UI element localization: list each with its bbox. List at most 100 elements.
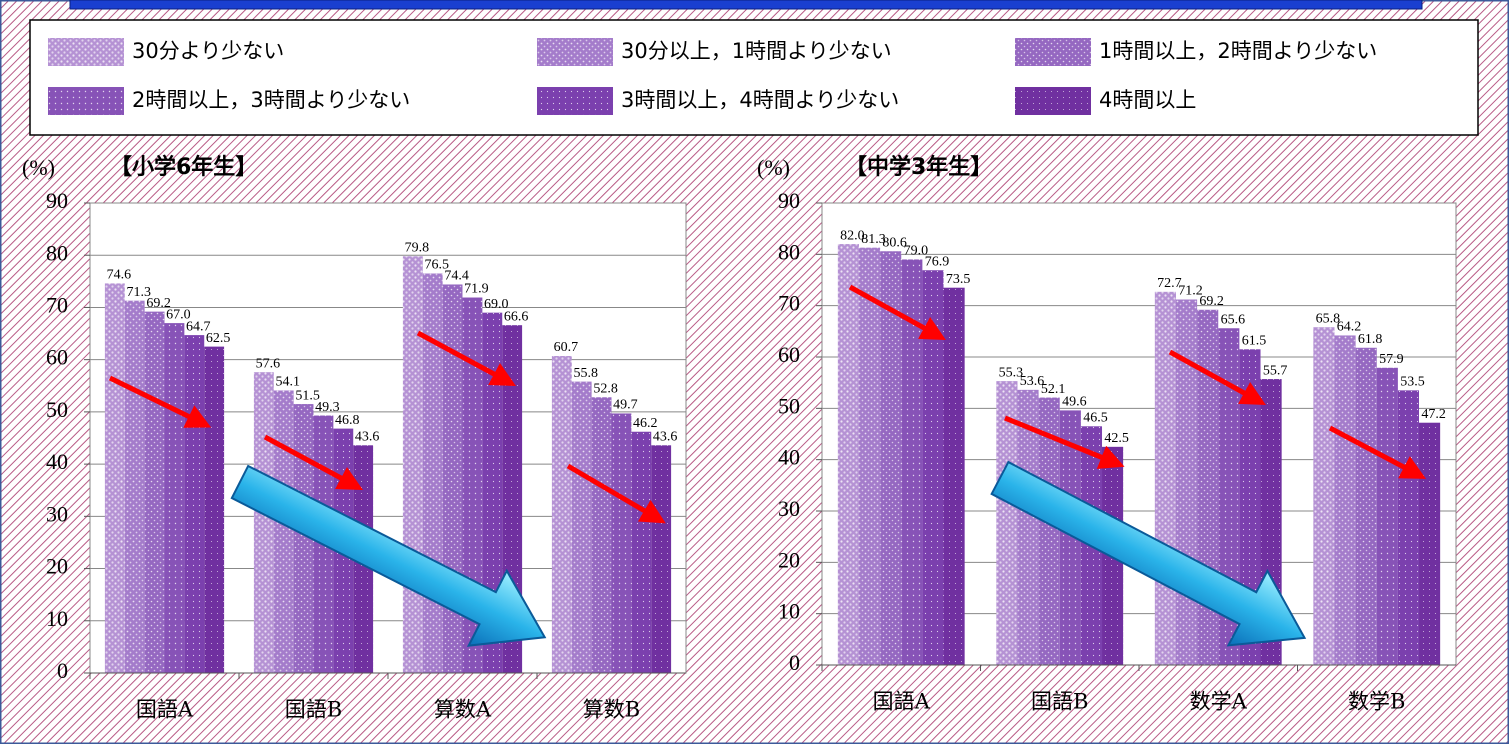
value-label: 46.5 [1083, 411, 1108, 426]
legend-swatch [48, 87, 124, 115]
legend-swatch [537, 87, 613, 115]
bar [631, 431, 652, 673]
x-tick-label: 国語B [285, 698, 342, 722]
red-arrow [1328, 425, 1427, 479]
y-tick-label: 40 [46, 449, 68, 474]
value-label: 46.2 [633, 416, 658, 431]
x-tick-label: 国語B [1031, 690, 1088, 714]
legend-label: 30分以上，1時間より少ない [621, 39, 892, 63]
value-label: 43.6 [653, 430, 678, 445]
y-tick-label: 60 [46, 345, 68, 370]
y-tick-label: 80 [46, 240, 68, 265]
value-label: 64.2 [1337, 320, 1362, 335]
value-label: 53.6 [1020, 374, 1045, 389]
red-arrow [566, 463, 666, 524]
value-label: 52.8 [593, 381, 618, 396]
value-label: 49.3 [315, 400, 340, 415]
bar [1038, 397, 1060, 665]
value-label: 79.8 [405, 240, 430, 255]
legend-label: 4時間以上 [1099, 88, 1196, 112]
value-label: 43.6 [355, 430, 380, 445]
y-tick-label: 20 [46, 554, 68, 579]
bar [858, 247, 881, 665]
value-label: 72.7 [1157, 276, 1182, 291]
bar [1313, 327, 1335, 665]
red-arrow [108, 375, 212, 428]
y-tick-label: 50 [46, 397, 68, 422]
y-tick-label: 0 [57, 658, 68, 683]
bar [996, 381, 1018, 665]
bar [922, 270, 944, 665]
y-tick-label: 80 [778, 239, 800, 264]
y-tick-label: 50 [778, 393, 800, 418]
value-label: 71.3 [126, 285, 151, 300]
value-label: 62.5 [206, 331, 231, 346]
y-tick-label: 0 [789, 650, 800, 675]
bar [184, 335, 205, 673]
bar [164, 323, 185, 673]
y-axis-label: (%) [22, 155, 55, 180]
y-axis-label: (%) [757, 155, 790, 180]
bar [273, 390, 294, 673]
bar [1059, 410, 1081, 665]
y-tick-label: 20 [778, 547, 800, 572]
bar [293, 404, 314, 673]
bar [1355, 347, 1377, 665]
value-label: 74.6 [107, 268, 132, 283]
value-label: 57.6 [256, 356, 281, 371]
red-arrow [848, 284, 946, 341]
value-label: 74.4 [444, 269, 469, 284]
legend-swatch [1015, 87, 1091, 115]
value-label: 51.5 [295, 388, 320, 403]
value-label: 54.1 [275, 375, 300, 390]
blue-arrow [230, 464, 547, 647]
bar [204, 346, 225, 673]
bar [611, 413, 632, 673]
legend-box [29, 19, 1479, 136]
bar [901, 259, 923, 665]
value-label: 71.9 [464, 282, 489, 297]
value-label: 82.0 [840, 228, 865, 243]
legend-swatch [48, 38, 124, 66]
value-label: 46.8 [335, 413, 360, 428]
legend-label: 1時間以上，2時間より少ない [1099, 39, 1377, 63]
legend-label: 3時間以上，4時間より少ない [621, 88, 899, 112]
value-label: 55.8 [573, 366, 598, 381]
y-tick-label: 70 [46, 292, 68, 317]
bar [422, 273, 443, 673]
value-label: 49.6 [1062, 395, 1087, 410]
bar [571, 381, 592, 673]
bar [651, 445, 672, 673]
bar [253, 372, 274, 673]
legend-swatch [1015, 38, 1091, 66]
y-tick-label: 60 [778, 342, 800, 367]
y-tick-label: 40 [778, 445, 800, 470]
bar [1154, 291, 1176, 665]
value-label: 61.5 [1242, 334, 1267, 349]
value-label: 71.2 [1178, 284, 1203, 299]
y-tick-label: 90 [46, 188, 68, 213]
value-label: 80.6 [882, 235, 907, 250]
value-label: 64.7 [186, 319, 211, 334]
x-tick-label: 数学A [1190, 690, 1248, 714]
y-tick-label: 10 [46, 606, 68, 631]
legend-swatch [537, 38, 613, 66]
red-arrow [1168, 349, 1266, 406]
value-label: 69.2 [1199, 294, 1224, 309]
bar [1397, 390, 1420, 665]
value-label: 76.5 [424, 258, 449, 273]
bar [144, 311, 165, 673]
value-label: 47.2 [1421, 407, 1446, 422]
value-label: 65.6 [1221, 312, 1246, 327]
value-label: 76.9 [925, 254, 950, 269]
value-label: 65.8 [1316, 311, 1341, 326]
value-label: 42.5 [1104, 431, 1129, 446]
y-tick-label: 30 [46, 501, 68, 526]
chart-title: 【中学3年生】 [845, 154, 992, 180]
x-tick-label: 国語A [136, 698, 194, 722]
value-label: 73.5 [946, 272, 971, 287]
blue-arrow [990, 460, 1307, 647]
x-tick-label: 国語A [873, 690, 931, 714]
value-label: 53.5 [1400, 375, 1425, 390]
